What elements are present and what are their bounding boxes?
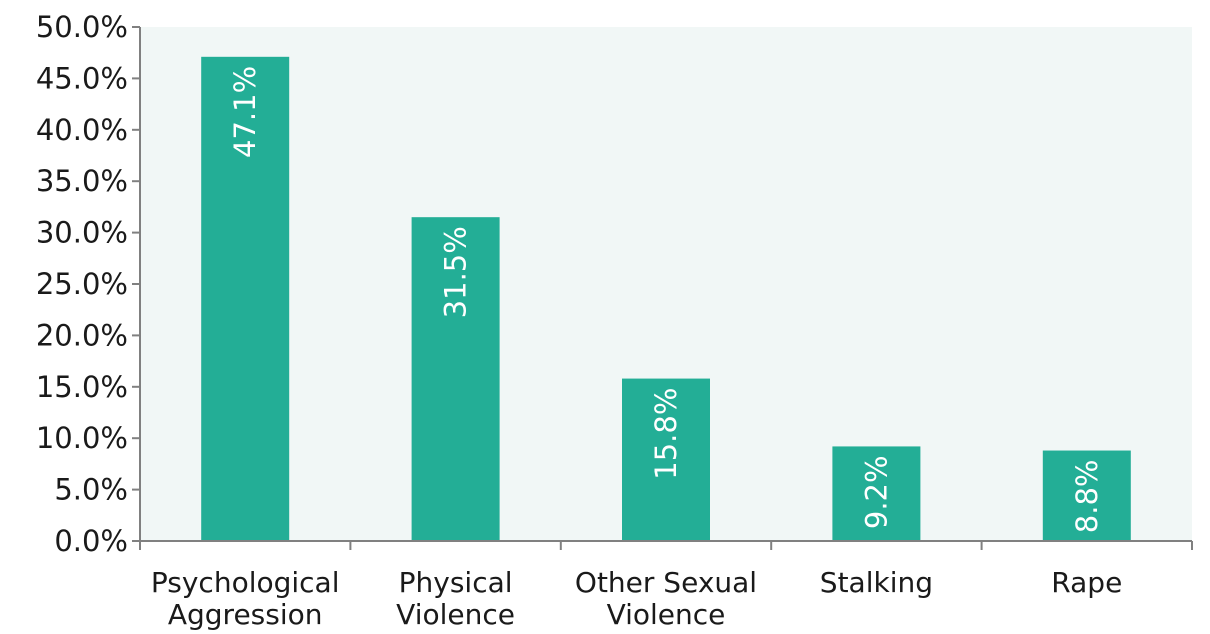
- data-label: 15.8%: [649, 388, 683, 480]
- x-tick-label-line: Aggression: [168, 598, 323, 631]
- y-tick-label: 15.0%: [36, 370, 128, 404]
- bar: [832, 446, 921, 541]
- bar: [1042, 450, 1131, 541]
- x-tick-label-line: Psychological: [151, 566, 340, 599]
- data-label: 47.1%: [228, 66, 262, 158]
- y-tick-label: 40.0%: [36, 113, 128, 147]
- y-tick-label: 0.0%: [54, 524, 128, 558]
- x-tick-label-line: Other Sexual: [575, 566, 757, 599]
- x-tick-label: Rape: [1051, 566, 1122, 599]
- bar: [201, 56, 290, 541]
- data-label: 9.2%: [859, 455, 893, 529]
- y-tick-label: 50.0%: [36, 10, 128, 44]
- y-axis: 0.0% 5.0% 10.0% 15.0% 20.0% 25.0% 30.0% 35.0% 40…: [36, 10, 141, 558]
- data-label: 8.8%: [1070, 460, 1104, 534]
- data-label: 31.5%: [439, 226, 473, 318]
- bars-group: [201, 56, 1131, 541]
- x-tick-label-line: Physical: [399, 566, 513, 599]
- y-tick-label: 25.0%: [36, 267, 128, 301]
- x-tick-label-line: Violence: [607, 598, 726, 631]
- x-tick-label: Other Sexual Violence: [575, 566, 757, 631]
- y-tick-label: 30.0%: [36, 216, 128, 250]
- bar: [411, 217, 500, 541]
- x-tick-label-line: Violence: [396, 598, 515, 631]
- y-tick-label: 35.0%: [36, 164, 128, 198]
- y-tick-label: 45.0%: [36, 61, 128, 95]
- y-tick-label: 20.0%: [36, 318, 128, 352]
- x-tick-label: Psychological Aggression: [151, 566, 340, 631]
- bar: [622, 378, 710, 541]
- x-tick-label-line: Rape: [1051, 566, 1122, 599]
- y-tick-label: 10.0%: [36, 421, 128, 455]
- x-tick-label: Stalking: [820, 566, 933, 599]
- x-tick-label: Physical Violence: [396, 566, 515, 631]
- y-tick-label: 5.0%: [54, 473, 128, 507]
- x-tick-label-line: Stalking: [820, 566, 933, 599]
- data-labels-group: 47.1% 31.5% 15.8% 9.2% 8.8%: [228, 66, 1104, 533]
